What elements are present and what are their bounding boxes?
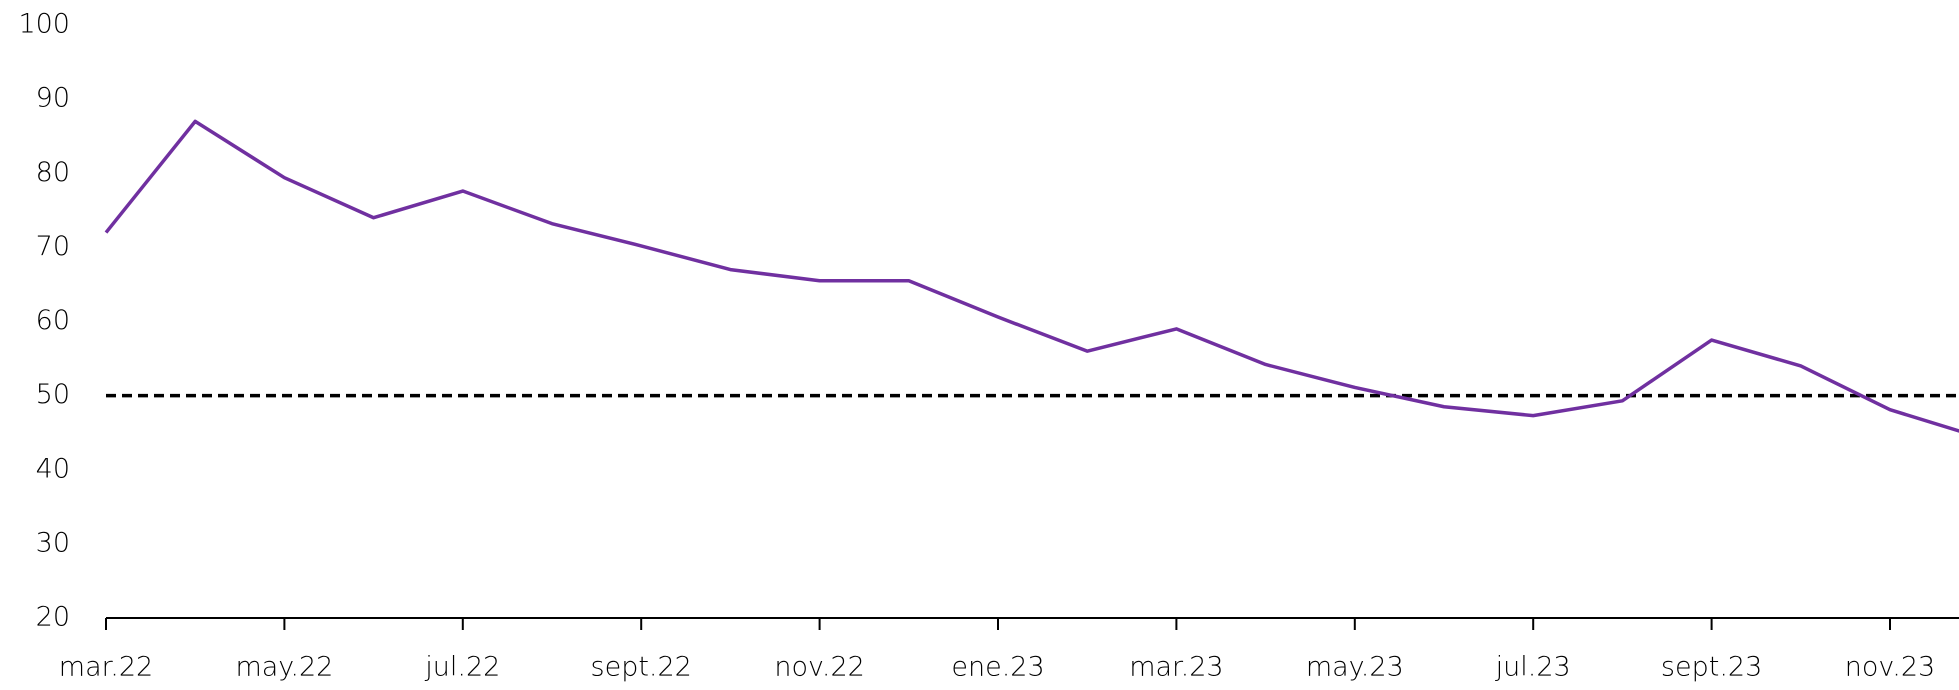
y-tick-label: 90: [36, 83, 70, 114]
x-tick-label: jul.23: [1495, 652, 1571, 683]
y-tick-label: 70: [36, 231, 70, 262]
y-tick-label: 40: [36, 453, 70, 484]
x-tick-label: ene.23: [951, 652, 1044, 683]
y-tick-label: 30: [36, 527, 70, 558]
line-series: [104, 119, 1959, 433]
x-tick-label: may.23: [1306, 652, 1404, 683]
x-tick-label: mar.22: [59, 652, 153, 683]
x-tick-label: may.22: [235, 652, 333, 683]
x-tick-label: sept.23: [1661, 652, 1762, 683]
x-tick-label: sept.22: [591, 652, 692, 683]
x-tick-label: mar.23: [1129, 652, 1223, 683]
y-tick-label: 50: [36, 379, 70, 410]
x-tick-label: nov.23: [1845, 652, 1935, 683]
y-tick-label: 20: [36, 602, 70, 633]
x-tick-label: jul.22: [424, 652, 500, 683]
y-tick-label: 80: [36, 157, 70, 188]
y-tick-label: 100: [18, 9, 70, 40]
y-tick-label: 60: [36, 305, 70, 336]
x-tick-label: nov.22: [774, 652, 864, 683]
